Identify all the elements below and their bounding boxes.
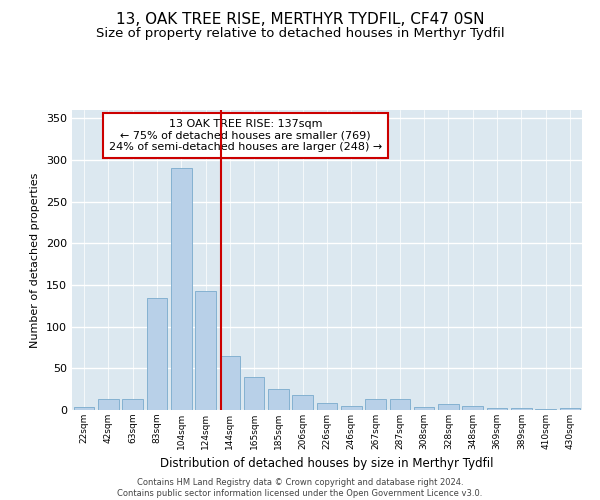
Bar (220, 356, 240, 410)
Bar (317, 404, 337, 410)
Bar (463, 406, 483, 410)
Bar (122, 399, 143, 410)
Bar (74, 406, 94, 410)
Bar (560, 408, 580, 410)
Bar (98, 399, 119, 410)
Bar (195, 291, 216, 410)
Bar (171, 168, 191, 410)
Bar (268, 389, 289, 410)
Bar (389, 399, 410, 410)
Bar (414, 406, 434, 410)
Bar (487, 408, 508, 410)
Bar (292, 395, 313, 410)
Bar (438, 404, 459, 410)
Bar (365, 399, 386, 410)
Bar (244, 376, 265, 410)
X-axis label: Distribution of detached houses by size in Merthyr Tydfil: Distribution of detached houses by size … (160, 458, 494, 470)
Text: Contains HM Land Registry data © Crown copyright and database right 2024.
Contai: Contains HM Land Registry data © Crown c… (118, 478, 482, 498)
Bar (341, 406, 362, 410)
Y-axis label: Number of detached properties: Number of detached properties (31, 172, 40, 348)
Bar (146, 298, 167, 410)
Text: Size of property relative to detached houses in Merthyr Tydfil: Size of property relative to detached ho… (95, 28, 505, 40)
Bar (511, 408, 532, 410)
Text: 13, OAK TREE RISE, MERTHYR TYDFIL, CF47 0SN: 13, OAK TREE RISE, MERTHYR TYDFIL, CF47 … (116, 12, 484, 28)
Text: 13 OAK TREE RISE: 137sqm
← 75% of detached houses are smaller (769)
24% of semi-: 13 OAK TREE RISE: 137sqm ← 75% of detach… (109, 119, 382, 152)
Bar (535, 409, 556, 410)
